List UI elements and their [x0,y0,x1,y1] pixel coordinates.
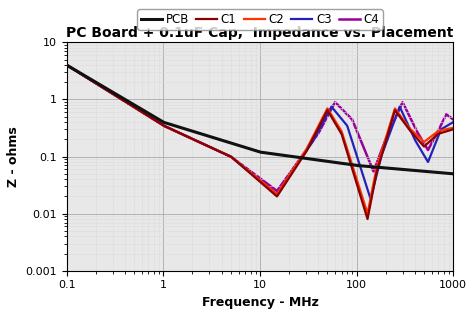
PCB [352,163,358,167]
C1 [450,127,456,131]
PCB [382,166,387,170]
C4 [64,63,70,67]
C4 [134,107,140,111]
C4 [274,189,280,193]
C3 [450,120,456,124]
Line: C1: C1 [67,65,453,219]
C3 [315,130,321,134]
C1 [64,63,70,67]
C3 [64,63,70,67]
C3 [368,197,374,201]
PCB [211,136,217,140]
C1 [134,107,140,111]
Y-axis label: Z - ohms: Z - ohms [7,126,20,187]
C1 [382,144,387,148]
C4 [450,118,456,121]
C2 [134,107,140,111]
C4 [296,159,301,163]
Line: C4: C4 [67,65,453,191]
C4 [211,147,217,151]
C2 [352,172,358,176]
C3 [296,161,301,164]
PCB [134,105,140,108]
C2 [382,141,387,144]
C2 [365,212,370,216]
PCB [296,155,301,159]
Title: PC Board + 0.1uF Cap,  Impedance vs. Placement: PC Board + 0.1uF Cap, Impedance vs. Plac… [66,26,454,40]
C4 [315,132,321,136]
C1 [352,176,358,180]
Legend: PCB, C1, C2, C3, C4: PCB, C1, C2, C3, C4 [137,9,383,30]
C2 [64,63,70,67]
C3 [134,107,140,111]
C1 [296,162,301,166]
C1 [315,127,321,131]
C3 [352,148,358,152]
C1 [365,217,370,221]
C2 [450,126,456,130]
C4 [352,125,358,129]
C2 [211,147,217,151]
Line: PCB: PCB [67,65,453,174]
Line: C3: C3 [67,65,453,199]
Line: C2: C2 [67,65,453,214]
PCB [450,172,456,176]
C2 [296,160,301,163]
C3 [211,147,217,151]
C2 [315,125,321,129]
X-axis label: Frequency - MHz: Frequency - MHz [201,296,319,309]
C1 [211,147,217,151]
C4 [382,141,387,144]
PCB [64,63,70,67]
C3 [382,146,387,149]
PCB [315,158,321,162]
